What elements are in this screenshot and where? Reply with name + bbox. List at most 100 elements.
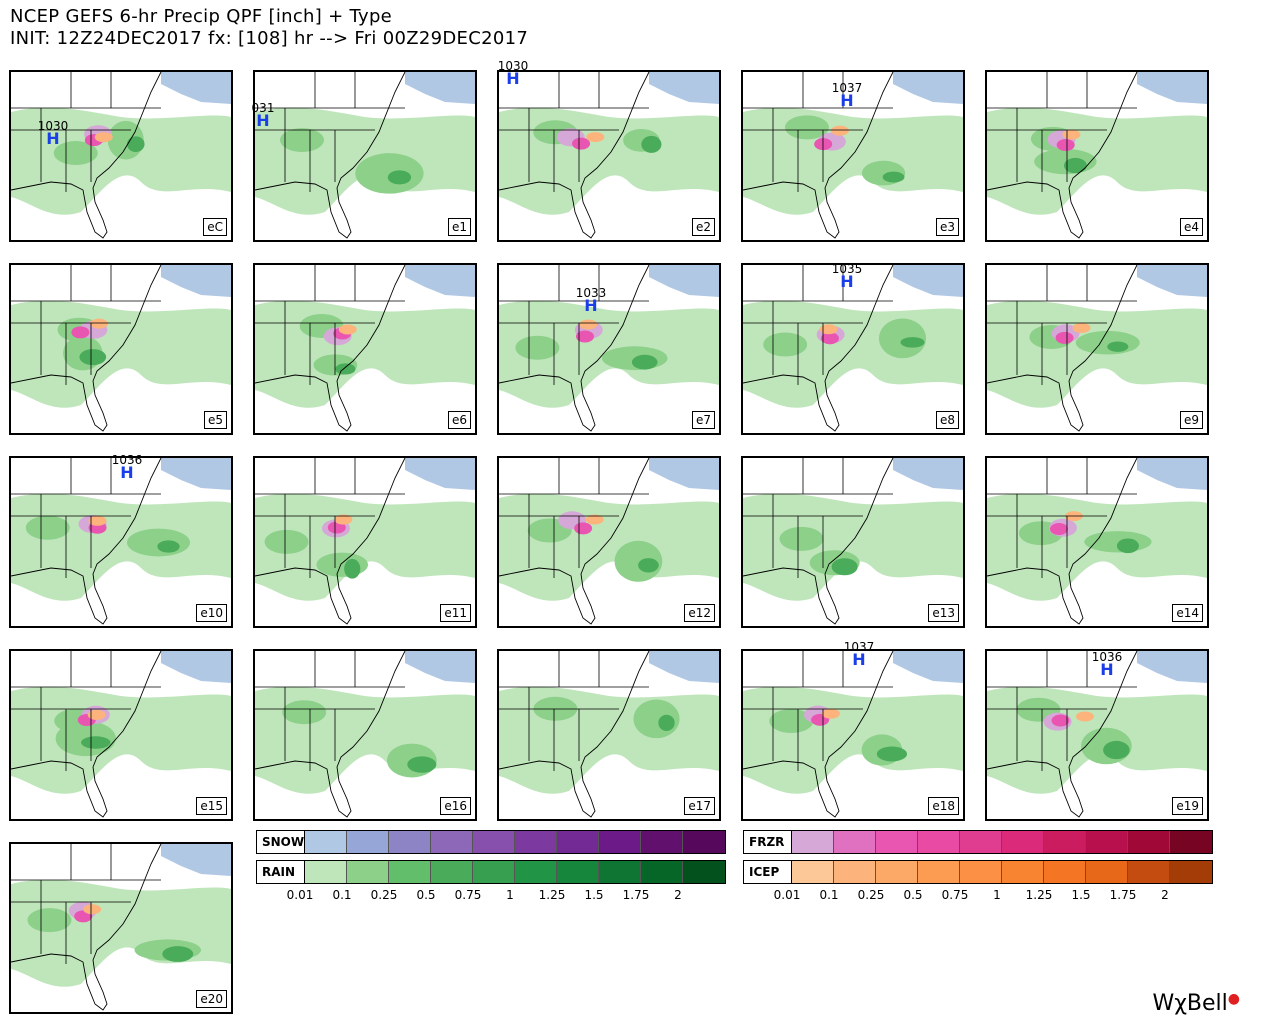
frzr-swatch-8 xyxy=(1128,831,1170,853)
member-label: e20 xyxy=(196,990,227,1008)
precip-map xyxy=(987,265,1207,432)
precip-map xyxy=(255,265,475,432)
right-legend-ticks: 0.01 0.1 0.25 0.5 0.75 1 1.25 1.5 1.75 2 xyxy=(743,888,1211,904)
frzr-swatch-7 xyxy=(1086,831,1128,853)
high-pressure-value: 1030 xyxy=(497,59,529,73)
icep-swatch-2 xyxy=(876,861,918,883)
left-legend-ticks: 0.01 0.1 0.25 0.5 0.75 1 1.25 1.5 1.75 2 xyxy=(256,888,724,904)
ensemble-panel-e16: e16 xyxy=(253,649,477,821)
icep-swatch-1 xyxy=(834,861,876,883)
high-pressure-symbol: H xyxy=(46,129,60,148)
rain-swatch-6 xyxy=(557,861,599,883)
frzr-label: FRZR xyxy=(744,831,792,853)
high-pressure-symbol: H xyxy=(852,650,866,669)
legend-tick-label: 0.25 xyxy=(370,888,398,902)
member-label: e6 xyxy=(447,411,471,429)
icep-swatch-9 xyxy=(1170,861,1212,883)
member-label: e7 xyxy=(691,411,715,429)
weatherbell-logo: WχBell● xyxy=(1152,991,1240,1016)
high-pressure-marker: 1030 H xyxy=(33,120,73,148)
page-header: NCEP GEFS 6-hr Precip QPF [inch] + Type … xyxy=(10,6,528,50)
precip-map xyxy=(11,265,231,432)
rain-swatch-3 xyxy=(431,861,473,883)
member-label: e11 xyxy=(440,604,471,622)
ensemble-panel-e18: 1037 H e18 xyxy=(741,641,965,821)
precip-map xyxy=(499,72,719,239)
high-pressure-marker: 1035 H xyxy=(827,262,867,291)
high-pressure-value: 1036 xyxy=(111,453,143,467)
snow-swatch-4 xyxy=(473,831,515,853)
frzr-colorbar: FRZR xyxy=(743,830,1213,854)
ensemble-panel-e4: e4 xyxy=(985,70,1209,242)
high-pressure-symbol: H xyxy=(120,463,134,482)
icep-swatch-7 xyxy=(1086,861,1128,883)
legend-tick-label: 1.25 xyxy=(538,888,566,902)
icep-swatch-0 xyxy=(792,861,834,883)
icep-colorbar: ICEP xyxy=(743,860,1213,884)
precip-map xyxy=(255,458,475,625)
ensemble-panel-e6: e6 xyxy=(253,263,477,435)
legend-tick-label: 2 xyxy=(674,888,682,902)
member-label: e5 xyxy=(203,411,227,429)
legend-tick-label: 0.75 xyxy=(454,888,482,902)
high-pressure-value: 1035 xyxy=(831,262,863,276)
member-label: e3 xyxy=(935,218,959,236)
header-init-line: INIT: 12Z24DEC2017 fx: [108] hr --> Fri … xyxy=(10,28,529,49)
rain-swatch-4 xyxy=(473,861,515,883)
high-pressure-value: 1036 xyxy=(1091,650,1123,664)
member-label: e4 xyxy=(1179,218,1203,236)
ensemble-panel-e7: 1033 H e7 xyxy=(497,263,721,435)
precip-map xyxy=(11,844,231,1011)
member-label: e9 xyxy=(1179,411,1203,429)
high-pressure-symbol: H xyxy=(506,69,520,88)
high-pressure-marker: 1037 H xyxy=(839,641,879,669)
rain-swatch-0 xyxy=(305,861,347,883)
legend-tick-label: 1.75 xyxy=(622,888,650,902)
legend-tick-label: 1.75 xyxy=(1109,888,1137,902)
ensemble-panel-e14: e14 xyxy=(985,456,1209,628)
icep-swatch-4 xyxy=(960,861,1002,883)
precip-map xyxy=(987,651,1207,818)
precip-map xyxy=(987,72,1207,239)
precip-map xyxy=(743,265,963,432)
precip-map xyxy=(499,265,719,432)
precip-map xyxy=(743,458,963,625)
rain-swatch-1 xyxy=(347,861,389,883)
ensemble-panel-e13: e13 xyxy=(741,456,965,628)
member-label: e18 xyxy=(928,797,959,815)
legend-tick-label: 0.1 xyxy=(819,888,839,902)
icep-swatch-6 xyxy=(1044,861,1086,883)
icep-swatch-3 xyxy=(918,861,960,883)
legend-tick-label: 0.25 xyxy=(857,888,885,902)
high-pressure-symbol: H xyxy=(256,111,270,130)
high-pressure-marker: 1030 H xyxy=(493,59,533,88)
high-pressure-marker: 1036 H xyxy=(107,453,147,482)
snow-swatch-8 xyxy=(641,831,683,853)
precip-map xyxy=(743,72,963,239)
icep-swatch-8 xyxy=(1128,861,1170,883)
legend-tick-label: 0.01 xyxy=(773,888,801,902)
legend-tick-label: 1.5 xyxy=(1071,888,1091,902)
high-pressure-marker: 1033 H xyxy=(571,287,611,315)
legend-tick-label: 0.5 xyxy=(903,888,923,902)
snow-label: SNOW xyxy=(257,831,305,853)
member-label: e12 xyxy=(684,604,715,622)
snow-swatch-6 xyxy=(557,831,599,853)
precip-map xyxy=(11,651,231,818)
frzr-swatch-3 xyxy=(918,831,960,853)
high-pressure-symbol: H xyxy=(584,296,598,315)
member-label: e17 xyxy=(684,797,715,815)
legend-tick-label: 1.25 xyxy=(1025,888,1053,902)
legend-tick-label: 0.75 xyxy=(941,888,969,902)
legend-tick-label: 1.5 xyxy=(584,888,604,902)
member-label: e2 xyxy=(691,218,715,236)
high-pressure-symbol: H xyxy=(840,272,854,291)
ensemble-panel-e17: e17 xyxy=(497,649,721,821)
ensemble-panel-e11: e11 xyxy=(253,456,477,628)
